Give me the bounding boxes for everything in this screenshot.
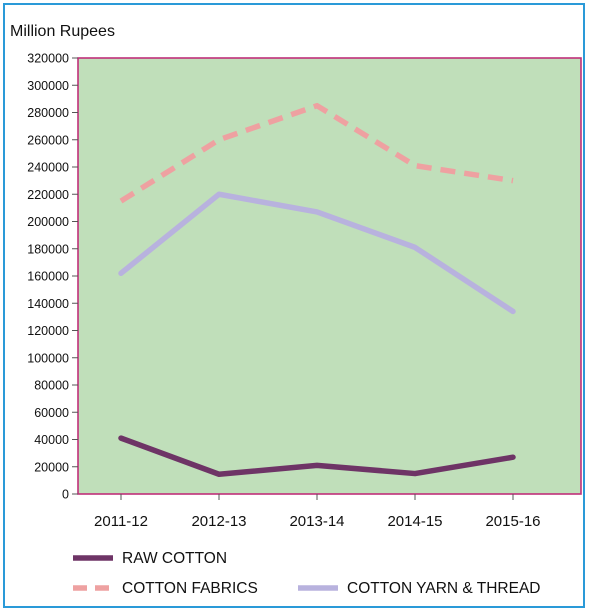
- y-tick-label: 300000: [27, 79, 69, 93]
- y-tick-label: 240000: [27, 161, 69, 175]
- y-tick-label: 140000: [27, 297, 69, 311]
- y-axis: 0 20000 40000 60000 80000 100000 120000 140000 1…: [27, 52, 78, 502]
- x-tick-label: 2015-16: [485, 513, 540, 530]
- y-tick-label: 100000: [27, 351, 69, 365]
- series-line-cotton-yarn-thread: [118, 191, 516, 315]
- y-tick-label: 220000: [27, 188, 69, 202]
- legend-label: COTTON YARN & THREAD: [347, 580, 541, 597]
- y-tick-label: 40000: [34, 433, 69, 447]
- y-tick-label: 320000: [27, 52, 69, 66]
- chart-frame: [3, 3, 585, 608]
- x-tick-label: 2011-12: [94, 513, 148, 530]
- series-lines: [118, 102, 516, 477]
- x-tick-label: 2014-15: [387, 513, 442, 530]
- y-tick-label: 280000: [27, 106, 69, 120]
- y-tick-label: 20000: [34, 460, 69, 474]
- x-tick-label: 2012-13: [191, 513, 246, 530]
- y-tick-label: 200000: [27, 215, 69, 229]
- series-line-raw-cotton: [118, 435, 516, 477]
- plot-area: [77, 57, 582, 495]
- y-axis-unit-label: Million Rupees: [10, 23, 115, 40]
- legend-label: RAW COTTON: [122, 550, 227, 567]
- y-tick-label: 120000: [27, 324, 69, 338]
- y-tick-label: 80000: [34, 379, 69, 393]
- y-tick-label: 260000: [27, 133, 69, 147]
- y-tick-label: 0: [62, 488, 69, 502]
- x-tick-label: 2013-14: [289, 513, 344, 530]
- y-tick-label: 160000: [27, 270, 69, 284]
- y-tick-label: 60000: [34, 406, 69, 420]
- series-line-cotton-fabrics: [119, 102, 514, 204]
- legend: RAW COTTON COTTON FABRICS COTTON YARN & TH…: [73, 550, 541, 597]
- y-tick-label: 180000: [27, 242, 69, 256]
- x-axis: 2011-12 2012-13 2013-14 2014-15 2015-16: [94, 494, 541, 530]
- legend-label: COTTON FABRICS: [122, 580, 258, 597]
